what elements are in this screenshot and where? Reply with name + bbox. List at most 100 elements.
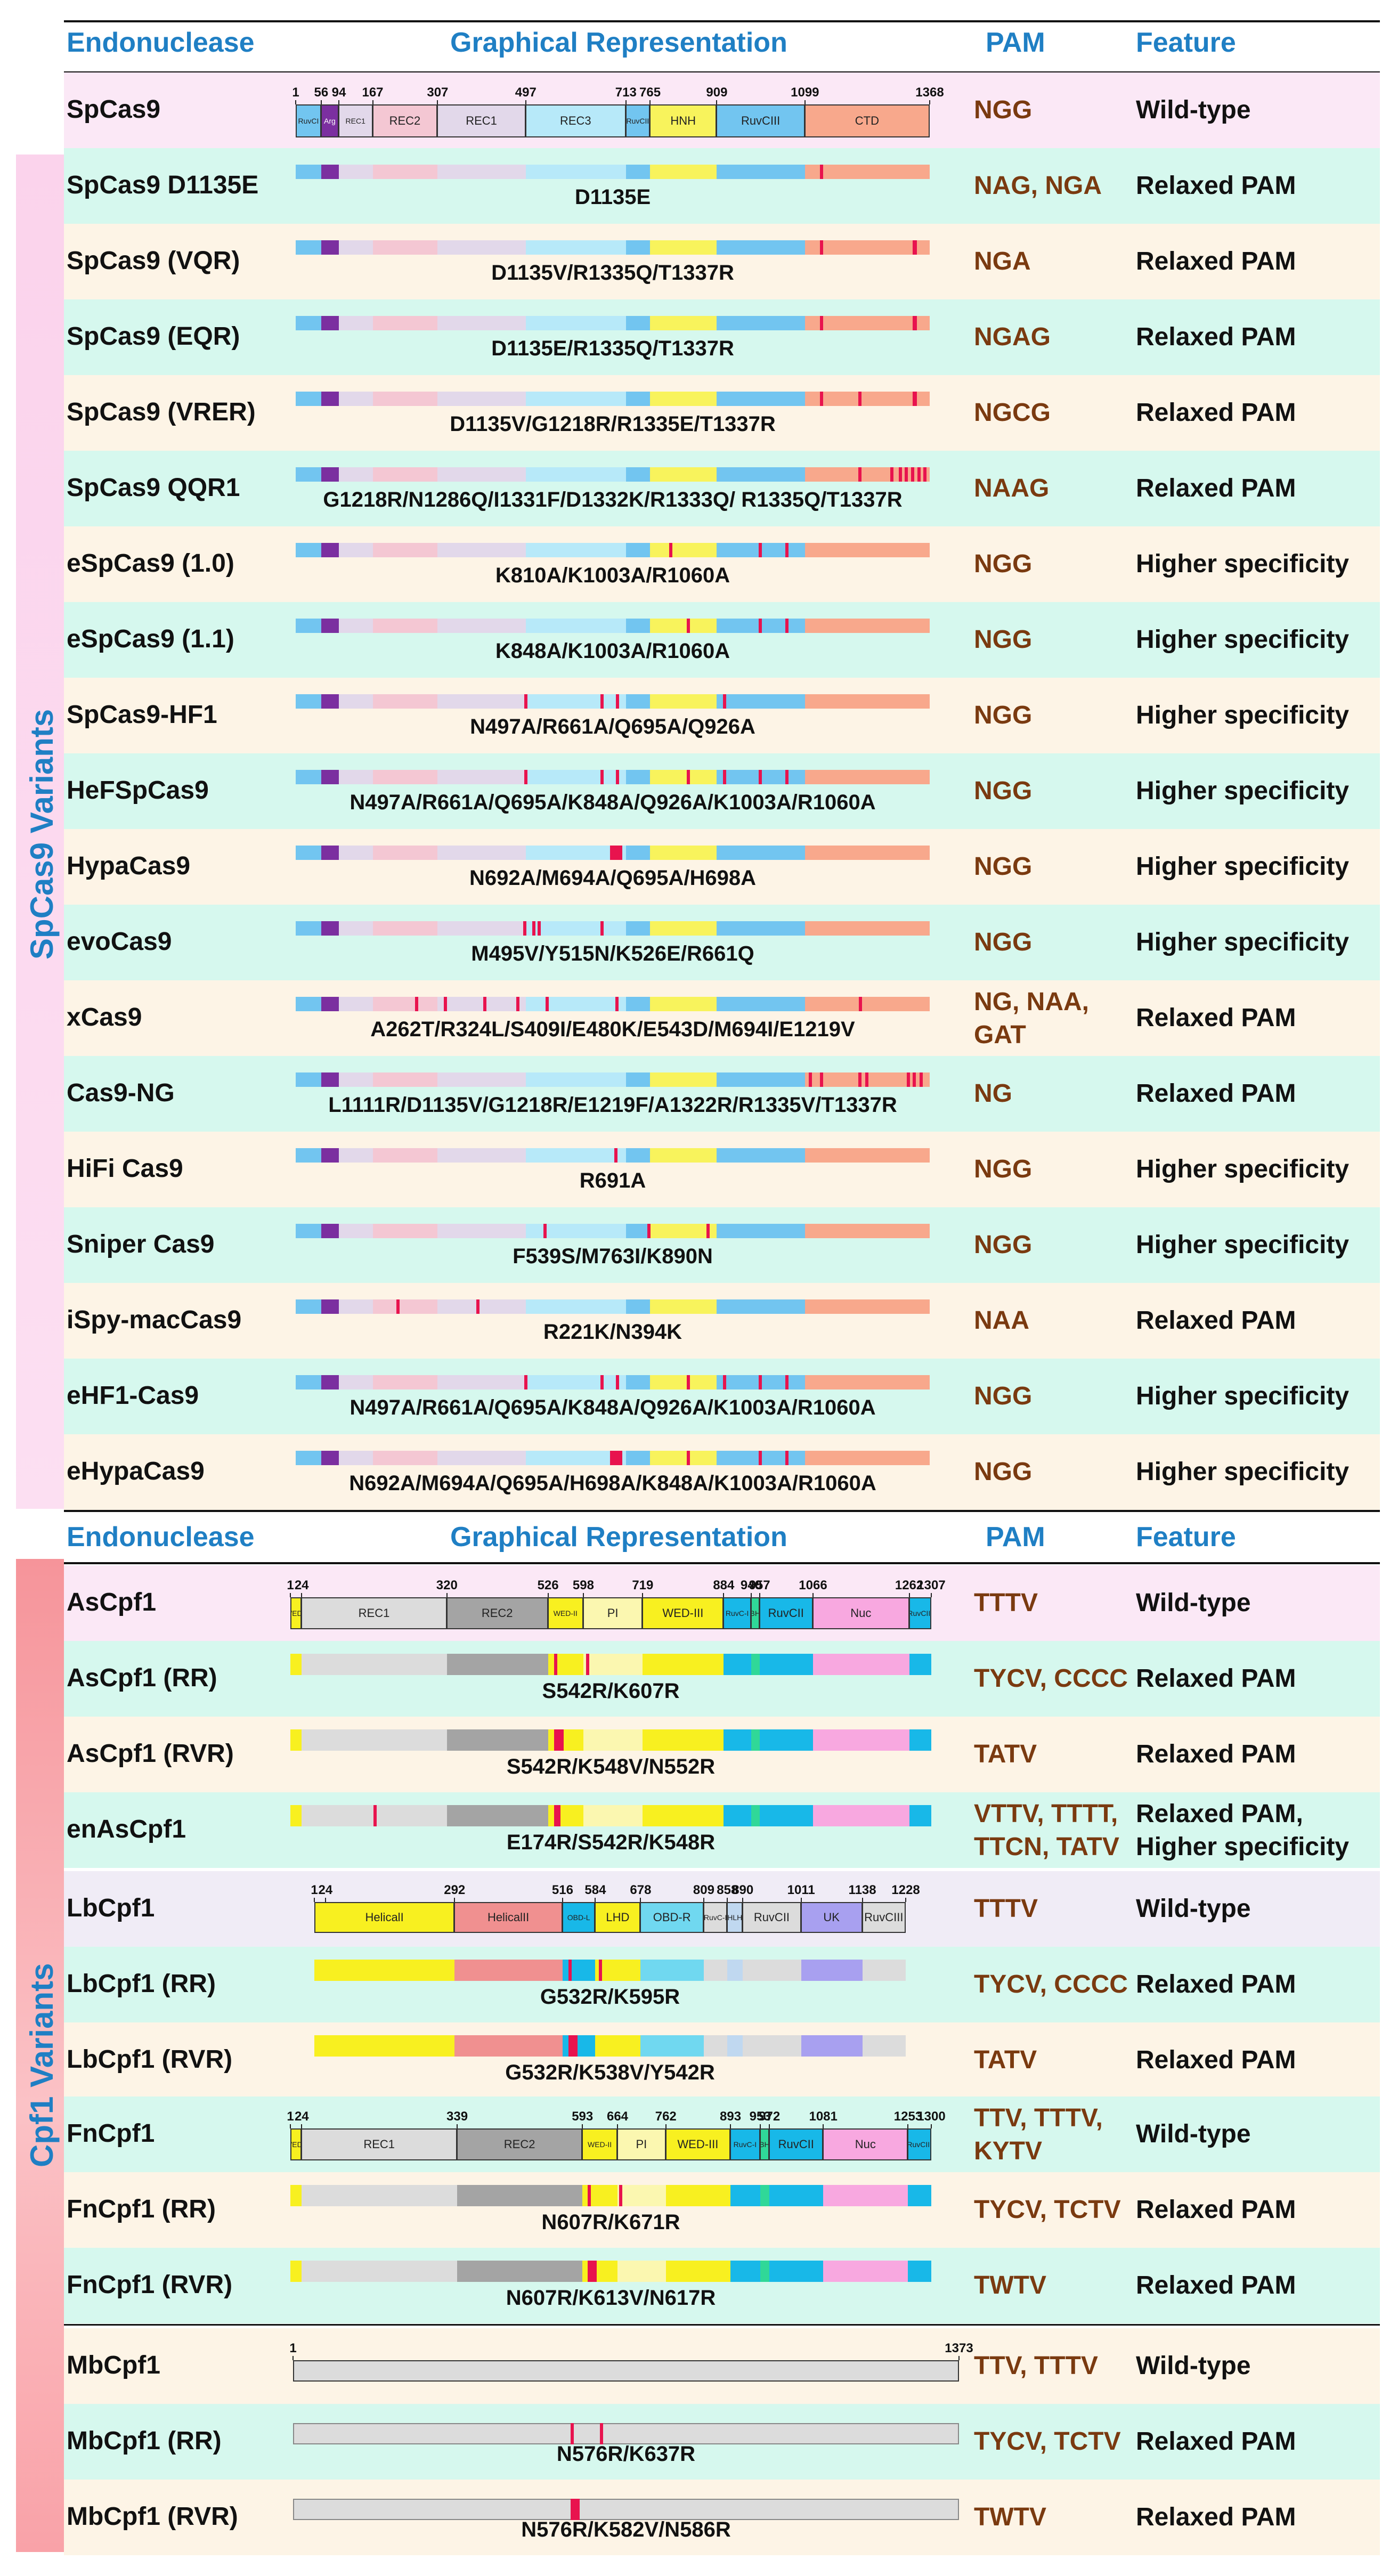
- position-tick: [649, 100, 651, 104]
- endonuclease-name: xCas9: [67, 1003, 142, 1031]
- domain-segment: CTD: [804, 104, 930, 137]
- domain-segment: [625, 770, 651, 784]
- feature-text: Relaxed PAM, Higher specificity: [1136, 1800, 1350, 1861]
- domain-segment: [296, 694, 321, 709]
- position-tick: [665, 2124, 667, 2128]
- position-tick: [314, 1898, 315, 1902]
- domain-segment: [321, 240, 339, 255]
- row-background: [64, 678, 1380, 753]
- domain-segment: [437, 316, 526, 330]
- mutation-marker: [905, 467, 908, 482]
- domain-segment: [625, 467, 651, 482]
- domain-segment: OBD-L: [562, 1902, 596, 1933]
- domain-segment: [650, 1299, 717, 1314]
- position-tick: [290, 1593, 291, 1597]
- domain-label: OBD-R: [653, 1911, 691, 1924]
- mutation-marker: [785, 770, 789, 784]
- domain-segment: RuvCI: [296, 104, 321, 137]
- feature-text: Higher specificity: [1136, 777, 1350, 805]
- domain-segment: REC1: [338, 104, 373, 137]
- domain-segment: [437, 240, 526, 255]
- domain-segment: [724, 1805, 751, 1826]
- domain-segment: [314, 2035, 455, 2057]
- mutation-marker: [600, 770, 604, 784]
- domain-segment: [437, 1299, 526, 1314]
- feature-text: Relaxed PAM: [1136, 2503, 1296, 2531]
- domain-segment: [338, 694, 373, 709]
- mutation-marker: [820, 1072, 824, 1087]
- mutation-marker: [723, 1375, 727, 1389]
- domain-segment: REC2: [457, 2128, 583, 2160]
- domain-segment: [338, 770, 373, 784]
- domain-segment: [625, 1451, 651, 1465]
- header-feature-cpf1: Feature: [1136, 1522, 1236, 1553]
- domain-label: REC2: [503, 2138, 535, 2151]
- domain-segment: WED-I: [290, 2128, 302, 2160]
- domain-segment: [717, 316, 805, 330]
- mutation-marker: [619, 846, 623, 860]
- domain-segment: [293, 2423, 959, 2444]
- position-tick: [703, 1898, 704, 1902]
- endonuclease-name: SpCas9 (VQR): [67, 247, 240, 275]
- domain-segment: [296, 1451, 321, 1465]
- position-tick: [907, 2124, 909, 2128]
- domain-label: REC2: [481, 1606, 513, 1620]
- domain-segment: RuvCIII: [909, 1597, 931, 1629]
- domain-segment: [769, 2261, 824, 2282]
- domain-segment: [909, 1729, 931, 1751]
- domain-segment: [625, 1224, 651, 1238]
- endonuclease-name: FnCpf1: [67, 2119, 155, 2148]
- position-label: 1: [292, 85, 299, 100]
- position-label: 339: [446, 2109, 468, 2124]
- table-rule: [64, 1510, 1380, 1512]
- domain-segment: [862, 1960, 906, 1981]
- position-label: 858: [717, 1883, 738, 1897]
- domain-segment: [302, 1654, 447, 1675]
- mutation-marker: [647, 1224, 651, 1238]
- domain-segment: [823, 2185, 908, 2206]
- domain-label: BH: [760, 2140, 769, 2149]
- endonuclease-name: AsCpf1 (RVR): [67, 1740, 234, 1768]
- mutation-list: D1135V/R1335Q/T1337R: [491, 261, 734, 285]
- mutation-marker: [570, 2423, 574, 2444]
- domain-segment: [437, 694, 526, 709]
- domain-segment: [321, 997, 339, 1011]
- position-label: 940: [740, 1578, 762, 1592]
- endonuclease-name: HypaCas9: [67, 852, 191, 880]
- domain-segment: RuvCII: [743, 1902, 801, 1933]
- domain-segment: [650, 165, 717, 179]
- position-tick: [759, 2124, 761, 2128]
- domain-segment: [625, 619, 651, 633]
- domain-segment: [813, 1654, 909, 1675]
- domain-segment: [321, 1451, 339, 1465]
- pam-sequence: TTTV: [974, 1895, 1038, 1923]
- domain-segment: OBD-R: [640, 1902, 704, 1933]
- domain-segment: [724, 1729, 751, 1751]
- feature-text: Higher specificity: [1136, 1231, 1350, 1259]
- endonuclease-name: LbCpf1: [67, 1894, 155, 1922]
- position-label: 320: [436, 1578, 458, 1592]
- domain-segment: [595, 1960, 641, 1981]
- domain-segment: [650, 240, 717, 255]
- domain-segment: [625, 694, 651, 709]
- domain-label: RuvC-I: [704, 1913, 727, 1922]
- mutation-marker: [588, 2185, 591, 2206]
- position-tick: [905, 1898, 906, 1902]
- domain-segment: [665, 2185, 731, 2206]
- domain-segment: [290, 2261, 302, 2282]
- endonuclease-name: FnCpf1 (RR): [67, 2195, 216, 2223]
- domain-segment: [909, 1654, 931, 1675]
- row-background: [64, 224, 1380, 299]
- domain-segment: [804, 1148, 930, 1163]
- domain-segment: [321, 846, 339, 860]
- domain-segment: [457, 2185, 583, 2206]
- domain-segment: [813, 1729, 909, 1751]
- domain-segment: [583, 1654, 643, 1675]
- mutation-marker: [920, 1072, 923, 1087]
- position-label: 307: [427, 85, 449, 100]
- domain-segment: [650, 770, 717, 784]
- domain-segment: [372, 467, 438, 482]
- domain-segment: [372, 1072, 438, 1087]
- domain-segment: [562, 1960, 596, 1981]
- pam-sequence: NGG: [974, 96, 1033, 124]
